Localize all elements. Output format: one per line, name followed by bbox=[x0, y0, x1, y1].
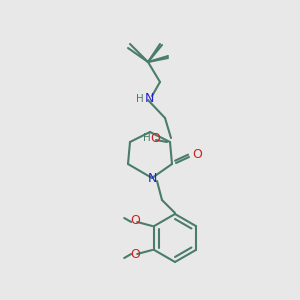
Text: H: H bbox=[143, 133, 151, 143]
Text: H: H bbox=[136, 94, 144, 104]
Text: O: O bbox=[130, 214, 140, 227]
Text: O: O bbox=[150, 133, 160, 146]
Text: N: N bbox=[147, 172, 157, 184]
Text: N: N bbox=[144, 92, 154, 106]
Text: O: O bbox=[130, 248, 140, 262]
Text: O: O bbox=[192, 148, 202, 161]
